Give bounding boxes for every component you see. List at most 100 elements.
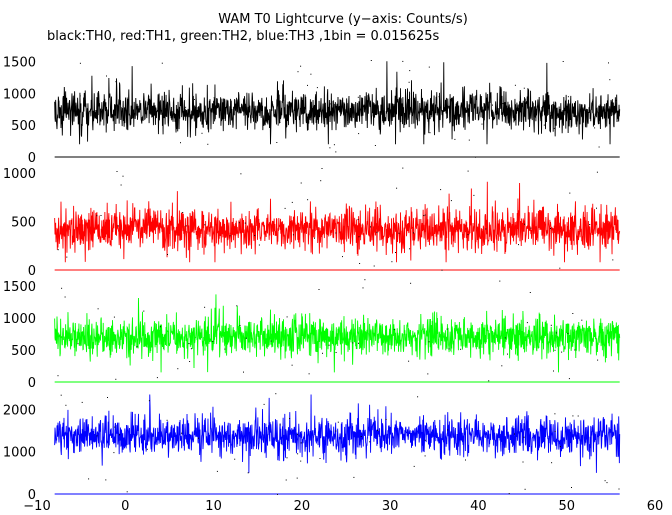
stray-point [286, 457, 288, 459]
stray-point [296, 434, 298, 436]
stray-point [393, 329, 395, 331]
stray-point [554, 349, 556, 351]
x-axis: −10 0 10 20 30 40 50 60 [23, 499, 663, 514]
stray-point [307, 84, 308, 86]
ytick-label: 0 [28, 488, 36, 503]
panel-th0: 0 500 1000 1500 [3, 56, 621, 166]
stray-point [609, 79, 611, 81]
stray-point [376, 231, 378, 233]
stray-point [398, 232, 400, 234]
stray-point [185, 225, 187, 227]
ytick-label: 0 [28, 264, 36, 279]
stray-point [368, 101, 370, 103]
stray-point [369, 441, 371, 443]
stray-point [396, 187, 398, 189]
stray-point [66, 256, 68, 258]
stray-point [161, 62, 163, 64]
stray-point [518, 244, 519, 246]
ytick-label: 500 [11, 119, 36, 134]
xtick-label: 60 [647, 499, 664, 514]
stray-point [385, 419, 387, 420]
stray-point [499, 280, 501, 282]
stray-point [333, 144, 335, 146]
stray-point [475, 156, 476, 158]
stray-point [105, 479, 107, 481]
stray-point [308, 373, 310, 375]
stray-point [447, 429, 449, 431]
stray-point [481, 123, 483, 125]
chart-subtitle: black:TH0, red:TH1, green:TH2, blue:TH3 … [47, 29, 440, 44]
stray-point [224, 348, 226, 350]
stray-point [188, 343, 190, 345]
stray-point [279, 122, 281, 123]
stray-point [360, 436, 362, 437]
stray-point [504, 337, 506, 339]
stray-point [606, 482, 608, 484]
xtick-label: 0 [121, 499, 129, 514]
stray-point [204, 306, 206, 308]
stray-point [300, 65, 302, 67]
stray-point [244, 222, 246, 224]
stray-point [410, 93, 412, 95]
stray-point [263, 403, 265, 405]
ytick-label: 0 [28, 376, 36, 391]
stray-point [438, 96, 440, 98]
stray-point [183, 109, 185, 111]
ytick-label: 2000 [3, 403, 36, 418]
ytick-label: 1000 [3, 167, 36, 182]
xtick-label: −10 [23, 499, 50, 514]
stray-point [550, 228, 552, 229]
stray-point [79, 95, 81, 97]
stray-point [79, 62, 81, 64]
stray-point [193, 99, 195, 100]
stray-point [596, 207, 597, 209]
stray-point [322, 352, 323, 354]
stray-point [247, 472, 249, 474]
stray-point [146, 448, 148, 450]
stray-point [329, 147, 331, 149]
stray-point [143, 310, 145, 312]
stray-points-th0 [79, 60, 617, 158]
stray-point [571, 487, 572, 488]
stray-point [409, 248, 411, 250]
stray-point [395, 252, 396, 253]
stray-point [335, 232, 337, 234]
stray-point [501, 365, 503, 367]
stray-point [507, 353, 508, 355]
stray-point [514, 433, 515, 435]
stray-point [96, 435, 98, 437]
series-line-th0 [54, 61, 621, 145]
stray-point [296, 477, 298, 479]
stray-point [562, 61, 564, 62]
stray-point [342, 256, 343, 258]
stray-point [402, 60, 404, 62]
stray-point [450, 200, 452, 202]
stray-point [167, 254, 168, 255]
stray-point [190, 348, 192, 350]
stray-point [428, 66, 430, 68]
stray-point [428, 341, 430, 343]
stray-point [307, 199, 309, 201]
stray-point [485, 228, 487, 230]
stray-point [297, 453, 299, 455]
stray-point [409, 70, 411, 72]
stray-points-th2 [57, 279, 599, 382]
stray-point [523, 436, 525, 438]
stray-point [185, 106, 187, 108]
stray-point [530, 227, 532, 229]
stray-point [126, 491, 128, 493]
stray-point [429, 132, 431, 134]
stray-point [335, 430, 337, 432]
stray-point [113, 452, 115, 454]
stray-point [81, 401, 83, 403]
xtick-label: 50 [558, 499, 575, 514]
stray-point [441, 269, 443, 271]
stray-point [115, 378, 117, 380]
stray-point [292, 234, 294, 236]
stray-point [597, 359, 599, 361]
stray-point [424, 439, 426, 441]
stray-point [615, 100, 617, 102]
stray-point [216, 470, 218, 472]
stray-point [408, 81, 410, 83]
stray-point [410, 282, 412, 284]
